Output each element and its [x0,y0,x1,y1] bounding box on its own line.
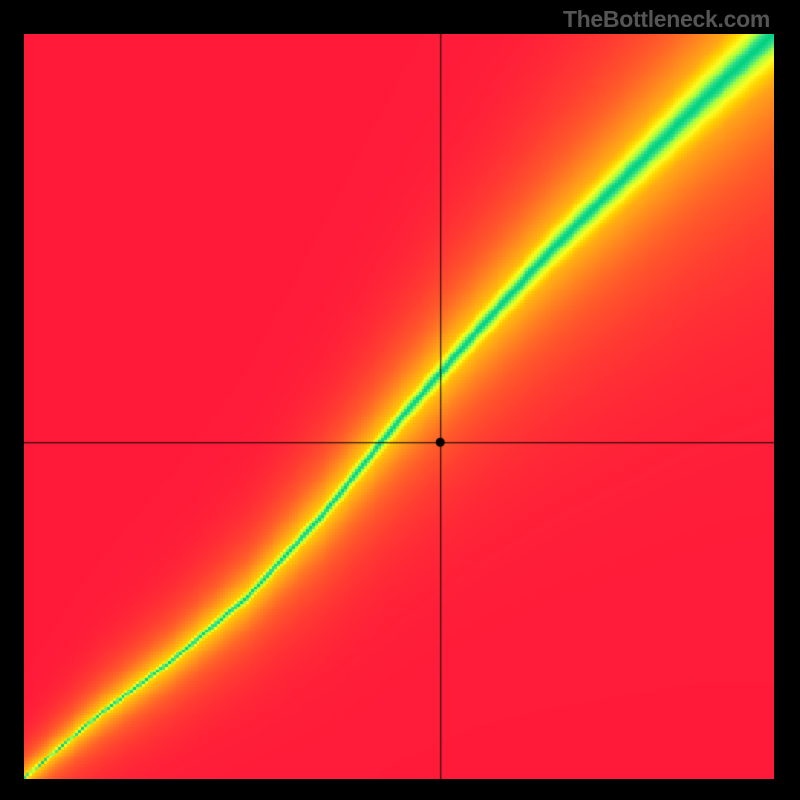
watermark-text: TheBottleneck.com [563,6,770,33]
bottleneck-heatmap [24,34,774,779]
